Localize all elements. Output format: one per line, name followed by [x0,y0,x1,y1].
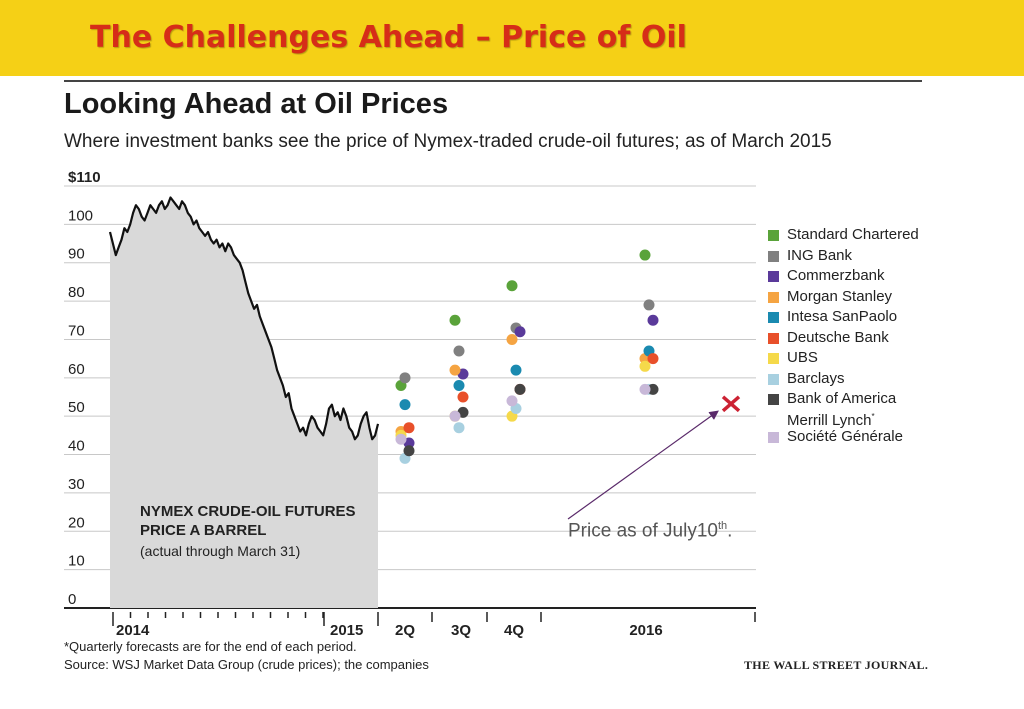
forecast-dot [457,391,469,403]
x-marker [721,395,741,413]
forecast-dot [647,353,659,365]
legend-label: Standard Chartered [787,226,919,243]
price-line [108,196,380,441]
legend-swatch [768,353,779,364]
forecast-dot [506,333,518,345]
x-tick-label: 4Q [504,622,524,639]
forecast-dot [399,372,411,384]
chart-header-rule [64,80,922,82]
forecast-dot [403,422,415,434]
history-fill [110,197,378,608]
y-tick-label: 80 [68,284,85,301]
y-tick-label: 30 [68,476,85,493]
y-tick-label: 0 [68,591,76,608]
history-label: PRICE A BARREL [140,522,266,539]
legend-label: Intesa SanPaolo [787,308,898,325]
y-tick-label: 100 [68,207,93,224]
y-tick-label: 50 [68,399,85,416]
y-tick-label: 20 [68,514,85,531]
legend-swatch [768,332,779,344]
forecast-dot [647,383,659,395]
title-banner [0,0,1024,76]
forecast-dot [453,422,465,434]
x-tick-label: 2014 [116,622,150,639]
legend-swatch [768,432,779,443]
x-axis: 2014 2015 2Q 3Q 4Q 2016 [112,612,756,639]
forecast-dot [647,314,659,326]
wsj-credit: THE WALL STREET JOURNAL. [744,658,929,672]
forecast-dot [395,433,407,445]
y-tick-label: 10 [68,553,85,570]
legend-label: Barclays [787,369,845,387]
legend-label: Commerzbank [787,267,885,284]
x-tick-label: 2Q [395,622,415,639]
forecast-dot [514,326,526,338]
history-area [108,196,380,608]
legend-swatch [768,230,779,241]
history-label: NYMEX CRUDE-OIL FUTURES [140,503,356,520]
legend-swatch [768,271,779,282]
x-tick-label: 2015 [330,622,363,639]
y-tick-label: 60 [68,361,85,378]
source-note: Source: WSJ Market Data Group (crude pri… [64,657,429,672]
y-tick-label: $110 [68,169,101,186]
forecast-dot [643,299,655,311]
forecast-dot [399,399,411,411]
forecast-dot [403,445,415,457]
forecast-dot [639,383,651,395]
chart-subtitle: Where investment banks see the price of … [64,131,832,152]
history-note: (actual through March 31) [140,543,300,559]
annotation-arrow [567,410,719,520]
footnote: *Quarterly forecasts are for the end of … [64,639,357,654]
forecast-dot [506,395,518,407]
legend-label-line2: Merrill Lynch* [787,412,875,429]
legend-swatch [768,373,779,385]
legend-swatch [768,394,779,405]
forecast-dot [510,364,522,376]
forecast-dot [449,410,461,422]
forecast-dot [449,364,461,376]
legend-label: ING Bank [787,246,853,264]
slide-title: The Challenges Ahead – Price of Oil [90,20,687,55]
forecast-dot [506,280,518,292]
legend-label: Bank of America [787,390,897,407]
forecast-dot [514,383,526,395]
y-tick-label: 40 [68,438,85,455]
y-tick-label: 90 [68,246,85,263]
chart-title: Looking Ahead at Oil Prices [64,88,449,120]
y-tick-label: 70 [68,322,85,339]
legend-swatch [768,250,779,262]
x-tick-label: 2016 [629,622,662,639]
forecast-dots [395,249,659,464]
forecast-dot [453,379,465,391]
annotation-group [567,395,741,520]
forecast-dot [453,345,465,357]
legend-swatch [768,291,779,303]
x-tick-label: 3Q [451,622,471,639]
history-label-group: NYMEX CRUDE-OIL FUTURES PRICE A BARREL (ac… [140,503,356,559]
forecast-dot [449,314,461,326]
price-annotation: Price as of July10th. [568,520,733,542]
legend-label: Société Générale [787,428,903,445]
legend-swatch [768,312,779,323]
legend-label: UBS [787,349,818,366]
legend-label: Deutsche Bank [787,328,889,346]
legend-label: Morgan Stanley [787,287,893,305]
forecast-dot [639,249,651,261]
forecast-dot [639,360,651,372]
